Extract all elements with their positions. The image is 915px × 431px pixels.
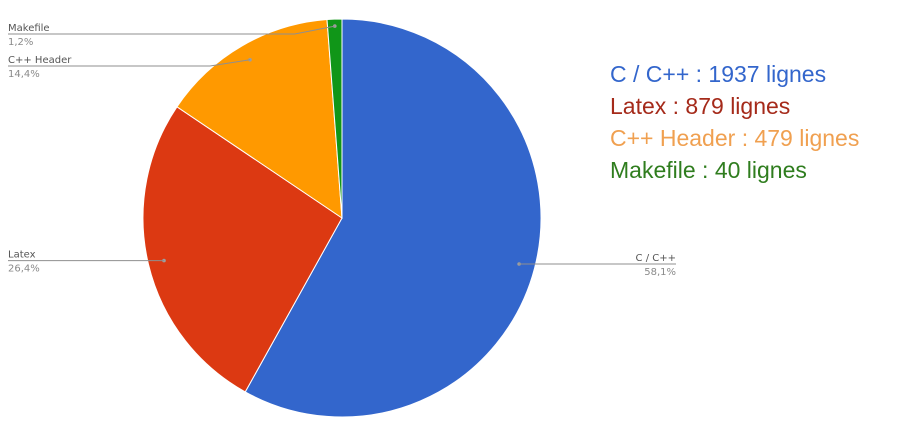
- slice-label-c-cpp: C / C++: [636, 253, 676, 264]
- slice-label-cpp-header: C++ Header: [8, 55, 72, 66]
- slice-percent-c-cpp: 58,1%: [644, 267, 676, 278]
- pie-slices: [143, 19, 541, 417]
- legend-item-latex: Latex : 879 lignes: [610, 90, 859, 122]
- slice-label-latex: Latex: [8, 250, 36, 261]
- legend-item-makefile: Makefile : 40 lignes: [610, 154, 859, 186]
- slice-label-makefile: Makefile: [8, 23, 50, 34]
- legend-item-cpp-header: C++ Header : 479 lignes: [610, 122, 859, 154]
- slice-percent-cpp-header: 14,4%: [8, 69, 40, 80]
- legend: C / C++ : 1937 lignes Latex : 879 lignes…: [610, 58, 859, 186]
- slice-percent-makefile: 1,2%: [8, 37, 33, 48]
- legend-item-c-cpp: C / C++ : 1937 lignes: [610, 58, 859, 90]
- slice-percent-latex: 26,4%: [8, 264, 40, 275]
